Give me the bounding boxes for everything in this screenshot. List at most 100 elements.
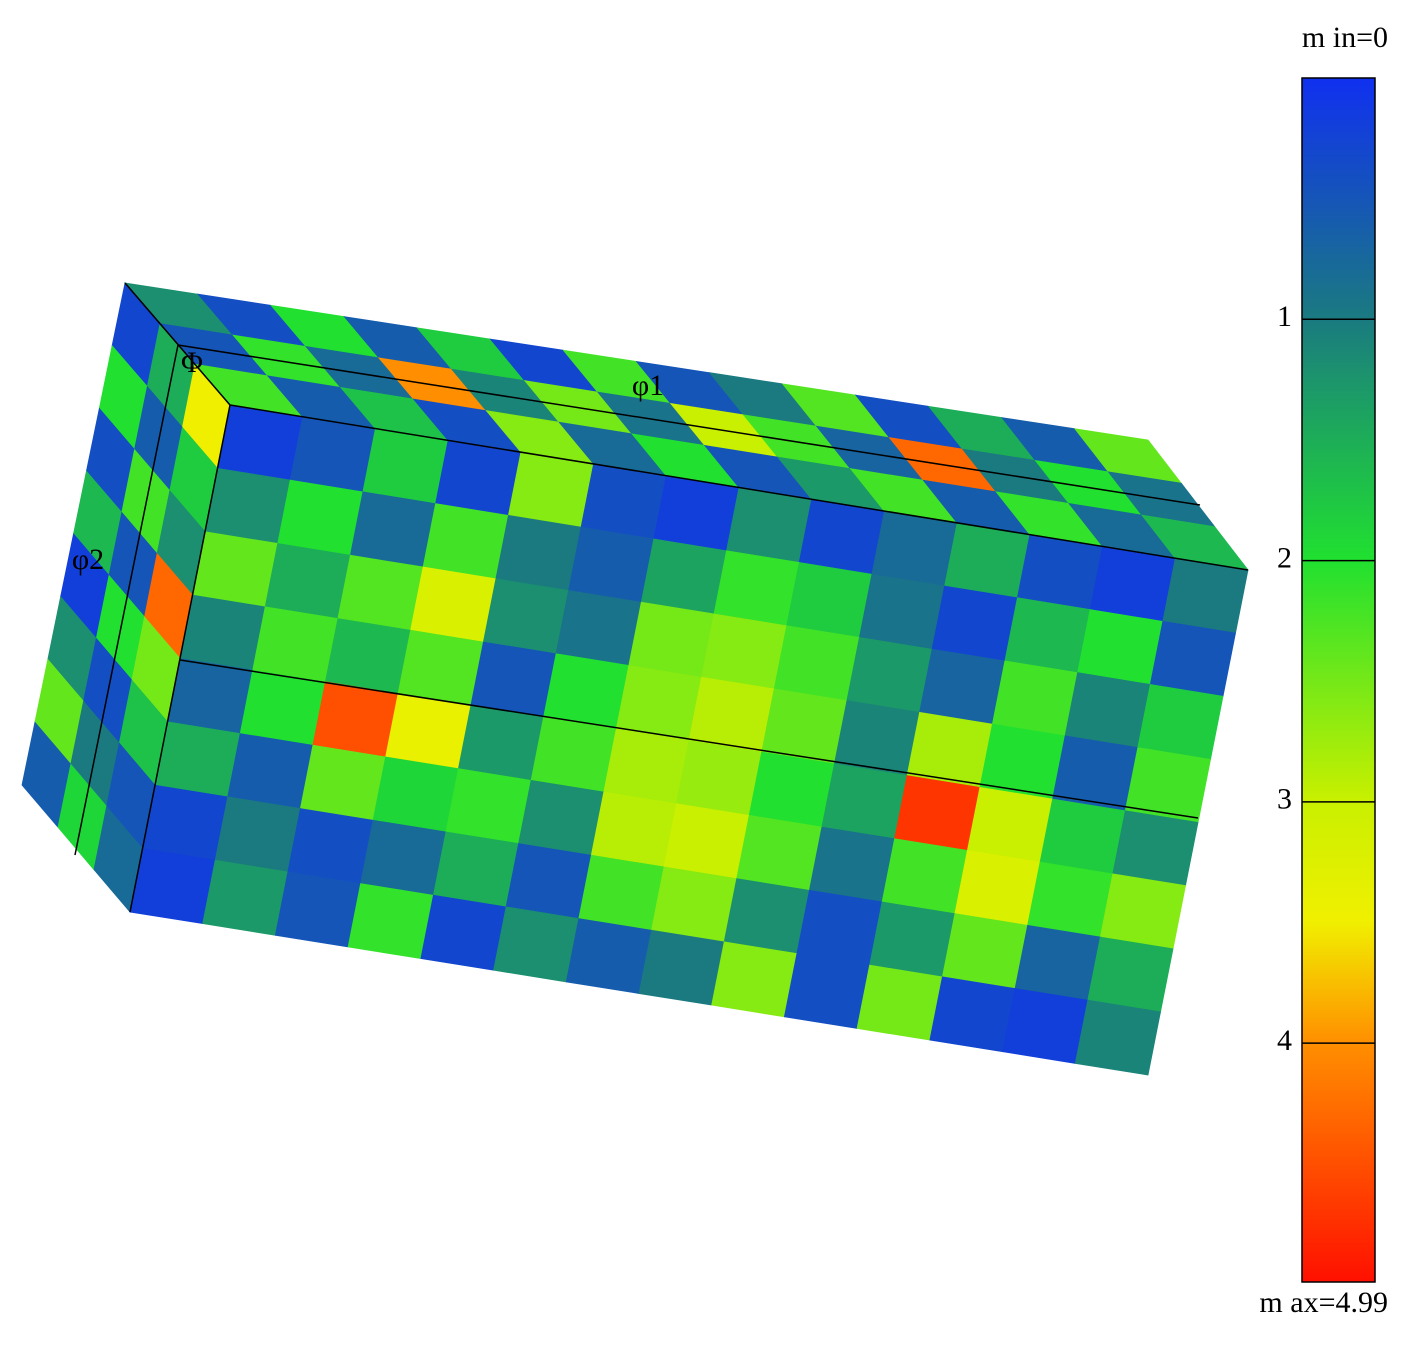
voxel: [1004, 597, 1091, 674]
voxel: [435, 439, 522, 516]
voxel: [1089, 545, 1176, 622]
voxel: [347, 883, 434, 960]
box-outline: [74, 282, 1249, 913]
voxel: [651, 866, 738, 943]
voxel: [628, 601, 715, 678]
voxel: [856, 964, 943, 1041]
voxel: [991, 660, 1079, 737]
voxel: [906, 711, 993, 788]
voxel: [941, 913, 1029, 990]
voxel: [638, 929, 725, 1006]
colorbar-max-label: m ax=4.99: [1259, 1286, 1388, 1319]
voxel: [640, 538, 727, 615]
voxel: [324, 618, 412, 695]
voxel: [277, 479, 364, 556]
voxel: [796, 889, 883, 966]
colorbar: [1301, 77, 1376, 1283]
voxel: [274, 871, 362, 948]
voxel: [723, 878, 810, 955]
voxel: [1087, 936, 1174, 1013]
voxel: [337, 554, 424, 631]
voxel: [299, 744, 387, 821]
voxel: [410, 566, 497, 643]
voxel: [833, 700, 921, 777]
voxel: [192, 531, 279, 608]
voxel: [1064, 672, 1151, 749]
voxel: [252, 606, 339, 683]
voxel: [312, 681, 399, 758]
voxel: [808, 826, 896, 903]
voxel: [701, 613, 788, 690]
voxel: [676, 740, 763, 816]
voxel: [580, 463, 667, 540]
voxel: [786, 562, 873, 638]
voxel: [397, 629, 484, 706]
voxel: [726, 487, 813, 563]
voxel: [495, 514, 582, 591]
voxel: [653, 475, 740, 552]
voxel: [798, 498, 885, 575]
voxel: [385, 693, 472, 770]
voxel: [470, 641, 557, 718]
voxel: [821, 763, 908, 840]
voxel: [1052, 735, 1139, 812]
voxel: [663, 803, 750, 880]
voxel: [179, 594, 266, 671]
voxel: [372, 756, 459, 833]
voxel: [555, 590, 642, 666]
voxel: [603, 728, 690, 805]
voxel: [966, 786, 1054, 863]
voxel: [711, 941, 798, 1018]
axis-label: φ1: [632, 369, 664, 402]
voxel: [422, 503, 509, 580]
colorbar-tick-label: 2: [1277, 541, 1292, 574]
voxel: [881, 838, 968, 915]
voxel: [482, 578, 570, 655]
colorbar-tick-label: 3: [1277, 783, 1292, 816]
voxel: [1016, 534, 1104, 611]
voxel: [713, 550, 800, 627]
voxel: [1112, 810, 1199, 887]
voxel: [783, 953, 871, 1029]
voxel: [931, 585, 1018, 662]
voxel: [543, 653, 630, 730]
voxel: [1137, 684, 1224, 760]
voxel: [239, 669, 326, 746]
voxel: [217, 404, 304, 481]
voxel: [1077, 609, 1164, 685]
voxel: [929, 976, 1016, 1053]
colorbar-tick-label: 1: [1277, 300, 1292, 333]
colorbar-tick-label: 4: [1277, 1024, 1292, 1057]
voxel: [420, 894, 507, 971]
voxel: [1074, 999, 1161, 1076]
voxel: [1014, 924, 1101, 1001]
voxel: [590, 791, 677, 868]
voxel-box: [21, 282, 1249, 1076]
voxel: [129, 848, 216, 925]
voxel: [1162, 557, 1249, 634]
voxel: [1027, 861, 1114, 938]
voxel: [154, 721, 241, 798]
voxel: [530, 716, 617, 793]
voxel: [846, 637, 933, 713]
voxel: [736, 814, 823, 891]
voxel: [578, 854, 665, 931]
voxel: [493, 906, 580, 983]
voxel: [204, 467, 291, 544]
voxel: [565, 918, 652, 994]
voxel: [360, 819, 447, 896]
colorbar-min-label: m in=0: [1302, 21, 1388, 54]
voxel: [289, 416, 376, 493]
voxel: [287, 808, 374, 885]
voxel: [505, 843, 592, 920]
voxel: [349, 491, 437, 568]
voxel: [264, 543, 351, 620]
voxel: [432, 831, 520, 908]
voxel: [919, 648, 1006, 725]
voxel: [568, 526, 655, 603]
voxel: [748, 751, 835, 828]
voxel: [1002, 988, 1089, 1064]
voxel: [142, 784, 229, 861]
voxel: [858, 573, 946, 650]
